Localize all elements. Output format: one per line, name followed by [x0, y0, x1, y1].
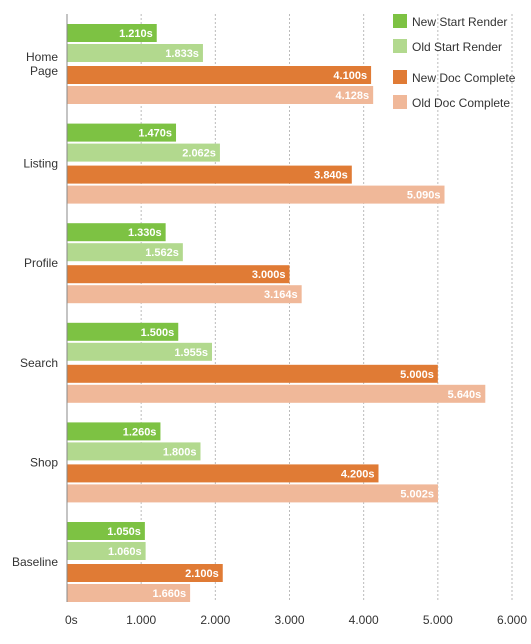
category-label: Home Page	[26, 50, 58, 78]
x-axis-ticks: 0s 1.000 2.000 3.000 4.000 5.000 6.000	[65, 613, 527, 627]
bar	[67, 86, 374, 104]
bar-value-label: 1.260s	[123, 426, 157, 438]
bar-value-label: 1.955s	[174, 347, 208, 359]
x-tick-label: 5.000	[423, 613, 453, 627]
category-label: Shop	[30, 455, 58, 469]
x-tick-label: 1.000	[126, 613, 156, 627]
bar-labels: 1.210s 1.833s 4.100s 4.128s 1.470s 2.062s 3.84…	[107, 28, 481, 600]
bar-value-label: 1.210s	[119, 28, 153, 40]
bar-value-label: 5.000s	[400, 369, 434, 381]
bar	[67, 66, 372, 84]
bar	[67, 265, 290, 284]
bar-value-label: 1.050s	[107, 526, 141, 538]
legend-swatch	[393, 39, 407, 53]
bar	[67, 223, 166, 242]
gridlines	[140, 14, 513, 602]
bar-value-label: 4.128s	[336, 90, 370, 102]
bar	[67, 165, 352, 184]
bar	[67, 123, 177, 142]
bar-value-label: 1.470s	[138, 128, 172, 140]
bar	[67, 322, 179, 341]
category-label: Search	[20, 356, 58, 370]
legend-label: Old Doc Complete	[412, 96, 510, 110]
legend-swatch	[393, 95, 407, 109]
category-label: Profile	[24, 256, 58, 270]
bar	[67, 542, 146, 560]
bar	[67, 564, 223, 582]
x-tick-label: 2.000	[200, 613, 230, 627]
bar-value-label: 5.002s	[400, 488, 434, 500]
legend-swatch	[393, 70, 407, 84]
bar-value-label: 2.100s	[185, 568, 219, 580]
x-tick-label: 6.000	[497, 613, 527, 627]
bar	[67, 24, 157, 42]
category-label: Baseline	[12, 555, 58, 569]
bar	[67, 584, 191, 602]
bar-value-label: 4.200s	[341, 468, 375, 480]
bar	[67, 143, 220, 162]
bar	[67, 422, 161, 441]
x-tick-label: 3.000	[274, 613, 304, 627]
bar	[67, 364, 438, 383]
bar-value-label: 3.000s	[252, 269, 286, 281]
bar	[67, 342, 212, 361]
category-labels: Home Page Listing Profile Search Shop Baseline	[12, 50, 58, 569]
bars	[67, 24, 486, 602]
bar	[67, 484, 438, 503]
category-label: Listing	[23, 157, 58, 171]
bar-value-label: 5.640s	[448, 389, 482, 401]
bar-value-label: 1.500s	[141, 327, 175, 339]
bar	[67, 243, 183, 262]
legend: New Start Render Old Start Render New Doc …	[393, 14, 516, 110]
x-tick-label: 4.000	[349, 613, 379, 627]
bar	[67, 384, 486, 403]
x-tick-label: 0s	[65, 613, 78, 627]
bar-value-label: 2.062s	[182, 148, 216, 160]
bar	[67, 442, 201, 461]
bar	[67, 44, 203, 62]
legend-label: New Start Render	[412, 15, 507, 29]
bar-value-label: 1.833s	[165, 48, 199, 60]
bar-value-label: 3.840s	[314, 170, 348, 182]
bar-value-label: 1.060s	[108, 546, 142, 558]
legend-label: Old Start Render	[412, 40, 502, 54]
bar	[67, 464, 379, 483]
bar-value-label: 1.562s	[145, 247, 179, 259]
legend-label: New Doc Complete	[412, 71, 516, 85]
bar-value-label: 1.660s	[152, 588, 186, 600]
bar-value-label: 3.164s	[264, 289, 298, 301]
bar-value-label: 1.800s	[163, 446, 197, 458]
legend-swatch	[393, 14, 407, 28]
bar	[67, 285, 302, 304]
bar-value-label: 5.090s	[407, 190, 441, 202]
bar	[67, 522, 145, 540]
bar-value-label: 1.330s	[128, 227, 162, 239]
bar-value-label: 4.100s	[333, 70, 367, 82]
bar	[67, 185, 445, 204]
